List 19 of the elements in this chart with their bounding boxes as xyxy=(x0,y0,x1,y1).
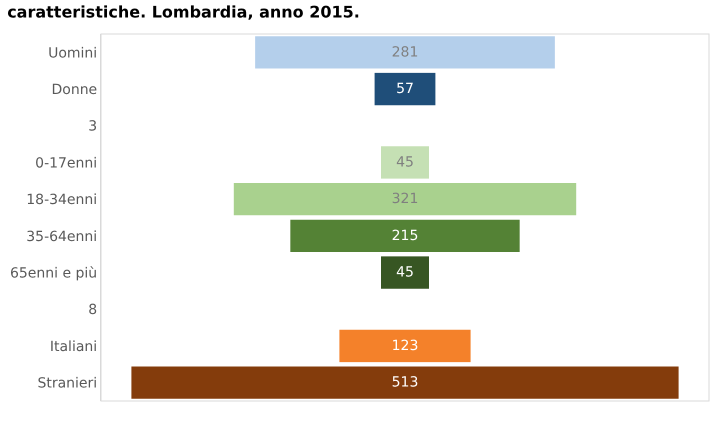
category-label: 3 xyxy=(88,118,98,135)
category-label: Uomini xyxy=(48,45,98,62)
data-label: 321 xyxy=(392,191,418,208)
category-label: 35-64enni xyxy=(26,228,98,245)
category-label: Stranieri xyxy=(37,376,98,392)
category-label: 0-17enni xyxy=(35,155,98,172)
data-label: 45 xyxy=(396,154,414,170)
text: caratteristiche. Lombardia, anno 2015. xyxy=(7,2,360,22)
data-label: 513 xyxy=(392,374,418,391)
category-label: Donne xyxy=(51,82,98,98)
data-label: 281 xyxy=(392,44,418,60)
data-label: 123 xyxy=(392,338,418,354)
data-label: 45 xyxy=(396,264,414,281)
data-label: 215 xyxy=(392,228,418,244)
category-label: 8 xyxy=(88,302,98,318)
category-label: 65enni e più xyxy=(10,265,98,282)
data-label: 57 xyxy=(396,81,414,98)
category-label: 18-34enni xyxy=(26,192,98,208)
category-label: Italiani xyxy=(50,338,98,355)
